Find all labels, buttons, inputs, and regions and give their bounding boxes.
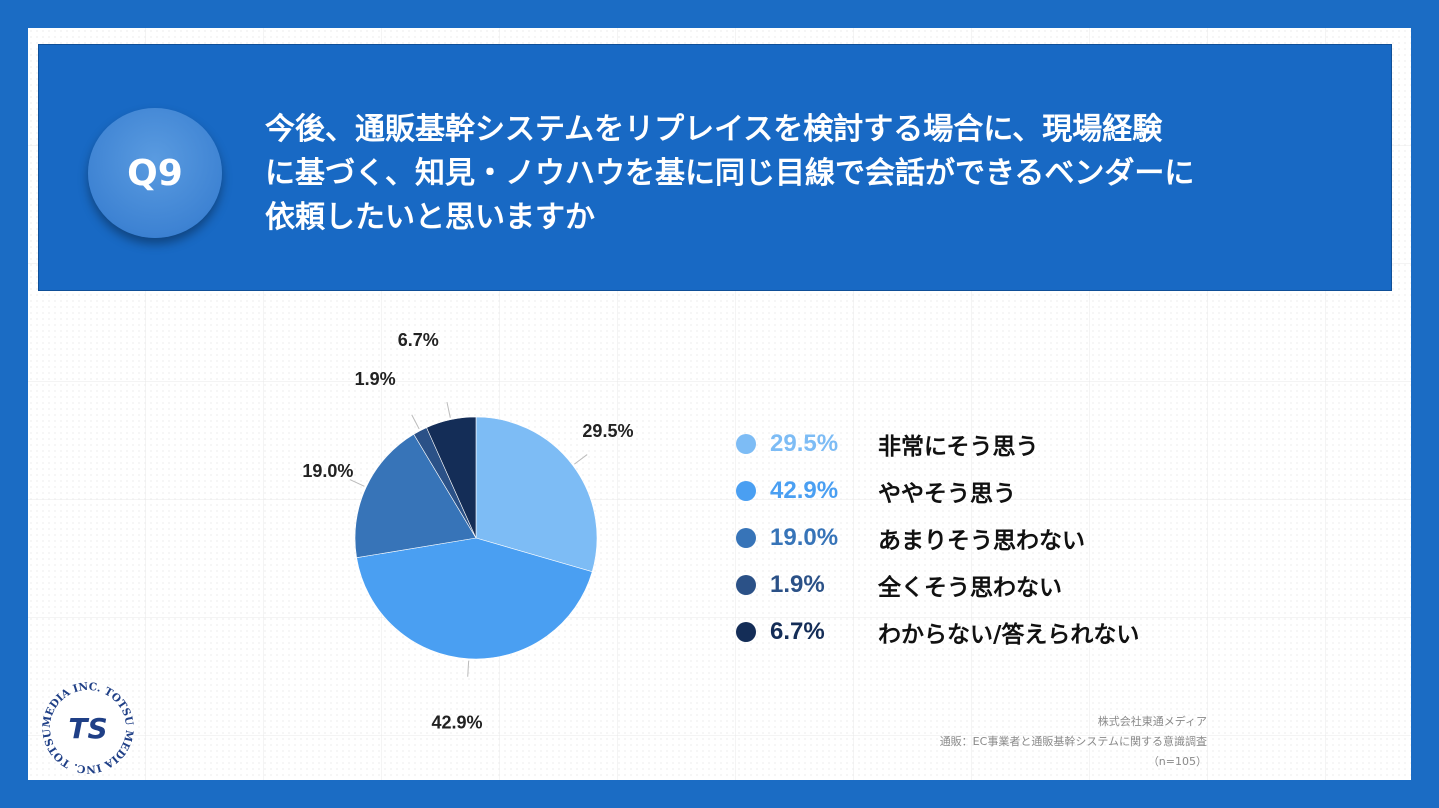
pie-leader-line <box>446 401 451 418</box>
question-line-2: に基づく、知見・ノウハウを基に同じ目線で会話ができるベンダーに <box>265 156 1195 191</box>
legend-label: わからない/答えられない <box>878 621 1140 648</box>
legend-swatch <box>736 621 756 642</box>
pie-leader-line <box>467 660 470 677</box>
question-header <box>38 44 1392 291</box>
source-survey: 通販：EC事業者と通販基幹システムに関する意識調査 <box>939 735 1207 748</box>
legend-item: 1.9% 全くそう思わない <box>736 561 1139 608</box>
legend-item: 42.9% ややそう思う <box>736 467 1139 514</box>
pie-leader-line <box>574 454 588 465</box>
legend-value: 29.5% <box>770 429 839 457</box>
legend-swatch <box>736 574 756 595</box>
source-company: 株式会社東通メディア <box>1097 715 1207 728</box>
legend-item: 6.7% わからない/答えられない <box>736 608 1139 655</box>
legend-swatch <box>736 527 756 548</box>
question-line-3: 依頼したいと思いますか <box>265 200 595 235</box>
legend-item: 29.5% 非常にそう思う <box>736 420 1139 467</box>
legend-item: 19.0% あまりそう思わない <box>736 514 1139 561</box>
question-number-badge: Q9 <box>88 108 222 238</box>
pie-leader-line <box>349 479 365 487</box>
pie-data-label: 6.7% <box>398 330 439 350</box>
legend-value: 1.9% <box>770 570 825 598</box>
logo-mark-icon: TS <box>68 712 107 745</box>
legend-label: ややそう思う <box>878 480 1016 507</box>
legend-swatch <box>736 433 756 454</box>
chart-legend: 29.5% 非常にそう思う 42.9% ややそう思う 19.0% あまりそう思わない 1.9… <box>736 420 1139 655</box>
source-sample: （n=105） <box>1147 755 1207 768</box>
question-text: 今後、通販基幹システムをリプレイスを検討する場合に、現場経験 に基づく、知見・ノ… <box>265 108 1325 240</box>
pie-data-label: 1.9% <box>355 369 396 389</box>
question-line-1: 今後、通販基幹システムをリプレイスを検討する場合に、現場経験 <box>265 112 1163 147</box>
pie-slice <box>475 416 598 573</box>
legend-value: 42.9% <box>770 476 839 504</box>
pie-data-label: 19.0% <box>302 461 353 481</box>
legend-value: 19.0% <box>770 523 839 551</box>
pie-slice <box>356 537 593 660</box>
legend-value: 6.7% <box>770 617 825 645</box>
pie-slice <box>426 416 477 539</box>
totsu-media-logo: MEDIA INC. TOTSU MEDIA INC. TOTSU TS <box>41 681 136 776</box>
source-note: 株式会社東通メディア 通販：EC事業者と通販基幹システムに関する意識調査 （n=… <box>940 712 1207 772</box>
legend-label: 全くそう思わない <box>878 574 1062 601</box>
legend-label: あまりそう思わない <box>878 527 1085 554</box>
pie-data-label: 29.5% <box>582 421 633 441</box>
pie-slice <box>354 433 477 559</box>
pie-leader-line <box>411 414 420 430</box>
legend-swatch <box>736 480 756 501</box>
legend-label: 非常にそう思う <box>878 433 1039 460</box>
pie-data-label: 42.9% <box>431 713 482 733</box>
